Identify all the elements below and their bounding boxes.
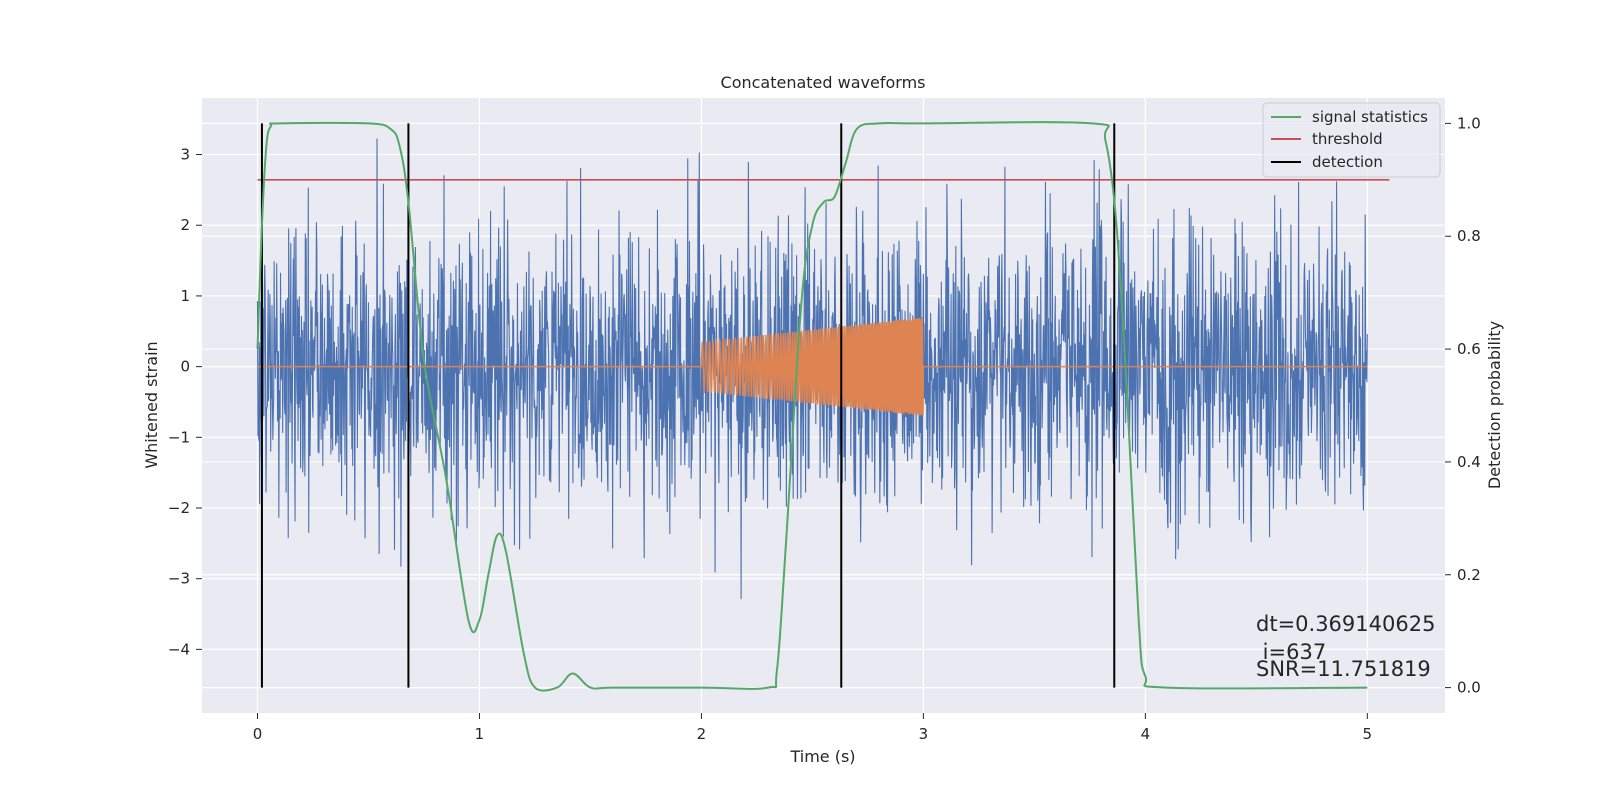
- y-tick-label-left: 3: [180, 146, 190, 164]
- y-axis-title-left: Whitened strain: [142, 341, 161, 468]
- y-tick-label-left: −4: [168, 640, 190, 658]
- series-layer: [256, 121, 1390, 692]
- annotations: dt=0.369140625 i=637 SNR=11.751819: [1256, 612, 1435, 681]
- y-tick-label-right: 0.6: [1457, 340, 1481, 358]
- legend-label-detection: detection: [1312, 153, 1383, 171]
- legend: signal statistics threshold detection: [1262, 102, 1441, 178]
- y-tick-label-left: −3: [168, 570, 190, 588]
- y-tick-label-left: −2: [168, 499, 190, 517]
- series-injected-waveform: [257, 317, 1368, 416]
- x-tick-label: 1: [475, 725, 485, 743]
- y-tick-label-right: 0.0: [1457, 679, 1481, 697]
- legend-label-signal-statistics: signal statistics: [1312, 108, 1428, 126]
- annotation-index: i=637: [1256, 640, 1326, 664]
- x-tick-label: 4: [1141, 725, 1151, 743]
- grid: [202, 98, 1445, 713]
- x-tick-label: 5: [1363, 725, 1373, 743]
- chart-title: Concatenated waveforms: [721, 73, 926, 92]
- x-tick-label: 0: [253, 725, 263, 743]
- y-tick-label-left: 1: [180, 287, 190, 305]
- x-tick-label: 2: [697, 725, 707, 743]
- axes-layer: 0 1 2 3 4 5 −4 −3 −2 −1 0 1 2 3 0.0 0.2 0.4 0.6 0.8 1.0: [168, 114, 1481, 743]
- x-axis-title: Time (s): [789, 747, 855, 766]
- y-axis-title-right: Detection probability: [1485, 321, 1504, 489]
- y-tick-label-right: 0.2: [1457, 566, 1481, 584]
- y-tick-label-right: 0.4: [1457, 453, 1481, 471]
- x-tick-label: 3: [919, 725, 929, 743]
- annotation-dt: dt=0.369140625: [1256, 612, 1435, 636]
- y-tick-label-right: 1.0: [1457, 114, 1481, 132]
- legend-label-threshold: threshold: [1312, 130, 1383, 148]
- y-tick-label-left: 0: [180, 358, 190, 376]
- y-tick-label-left: 2: [180, 216, 190, 234]
- series-signal-statistics: [256, 121, 1368, 692]
- annotation-snr: SNR=11.751819: [1256, 657, 1431, 681]
- y-tick-label-right: 0.8: [1457, 227, 1481, 245]
- y-tick-label-left: −1: [168, 428, 190, 446]
